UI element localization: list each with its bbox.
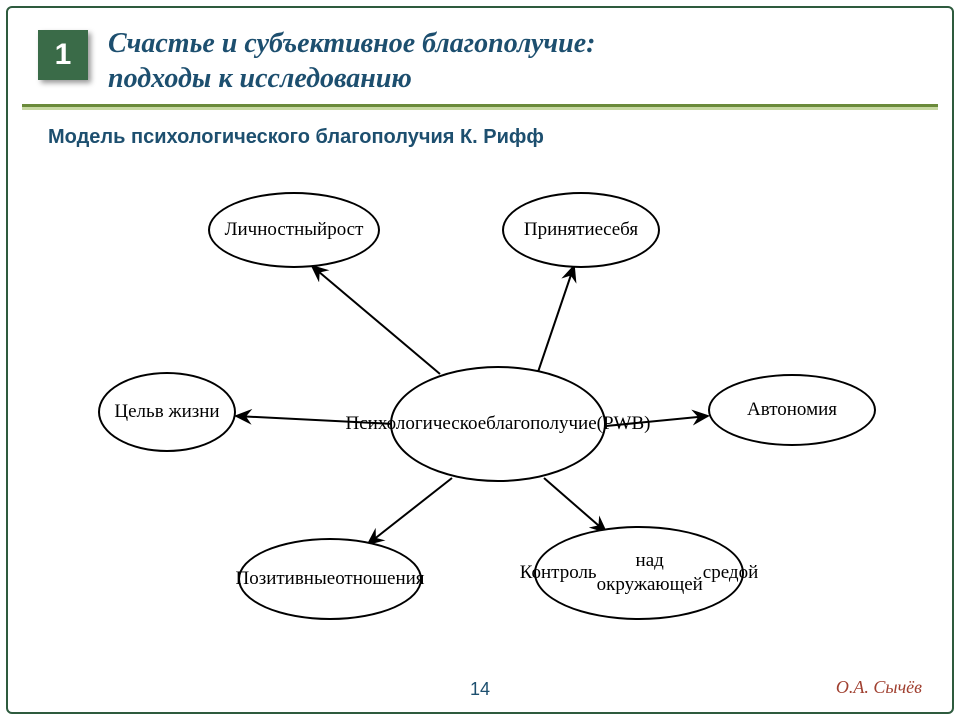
slide-frame: 1 Счастье и субъективное благополучие: п…	[6, 6, 954, 714]
node-purpose: Цельв жизни	[98, 372, 236, 452]
title-underline	[22, 104, 938, 110]
title-line-2: подходы к исследованию	[108, 63, 412, 94]
slide-header: 1 Счастье и субъективное благополучие: п…	[8, 26, 952, 108]
node-control: Контрольнад окружающейсредой	[534, 526, 744, 620]
title-line-1: Счастье и субъективное благополучие:	[108, 28, 595, 59]
author-credit: О.А. Сычёв	[836, 677, 922, 698]
slide-title: Счастье и субъективное благополучие: под…	[108, 26, 922, 96]
section-badge: 1	[38, 30, 88, 80]
node-relat: Позитивныеотношения	[238, 538, 422, 620]
edge-4	[368, 478, 452, 544]
node-auton: Автономия	[708, 374, 876, 446]
page-number: 14	[8, 679, 952, 700]
ryff-model-diagram: Психологическоеблагополучие(PWB) Личностн…	[68, 168, 908, 628]
edge-5	[544, 478, 606, 532]
node-center: Психологическоеблагополучие(PWB)	[390, 366, 606, 482]
edge-0	[312, 266, 440, 374]
section-number: 1	[55, 38, 72, 72]
slide-subtitle: Модель психологического благополучия К. …	[48, 126, 544, 149]
edge-1	[538, 266, 574, 372]
node-accept: Принятиесебя	[502, 192, 660, 268]
node-growth: Личностныйрост	[208, 192, 380, 268]
